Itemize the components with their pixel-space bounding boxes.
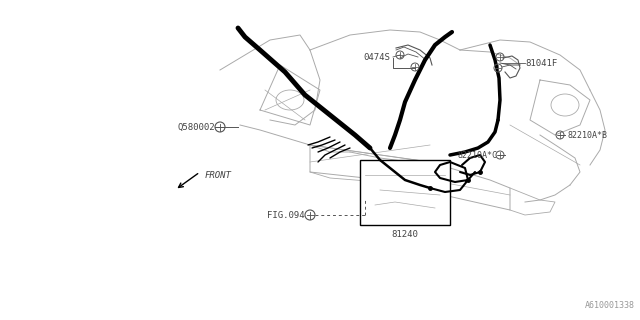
Text: Q580002: Q580002 (177, 123, 215, 132)
Text: 0474S: 0474S (363, 52, 390, 61)
Text: 81240: 81240 (392, 230, 419, 239)
Text: 81041F: 81041F (525, 59, 557, 68)
Bar (360, 160, 450, 225)
Text: A610001338: A610001338 (585, 301, 635, 310)
Text: 82210A*B: 82210A*B (567, 131, 607, 140)
Text: 82210A*C: 82210A*C (457, 150, 497, 159)
Text: FIG.094: FIG.094 (268, 211, 305, 220)
Text: FRONT: FRONT (205, 171, 232, 180)
